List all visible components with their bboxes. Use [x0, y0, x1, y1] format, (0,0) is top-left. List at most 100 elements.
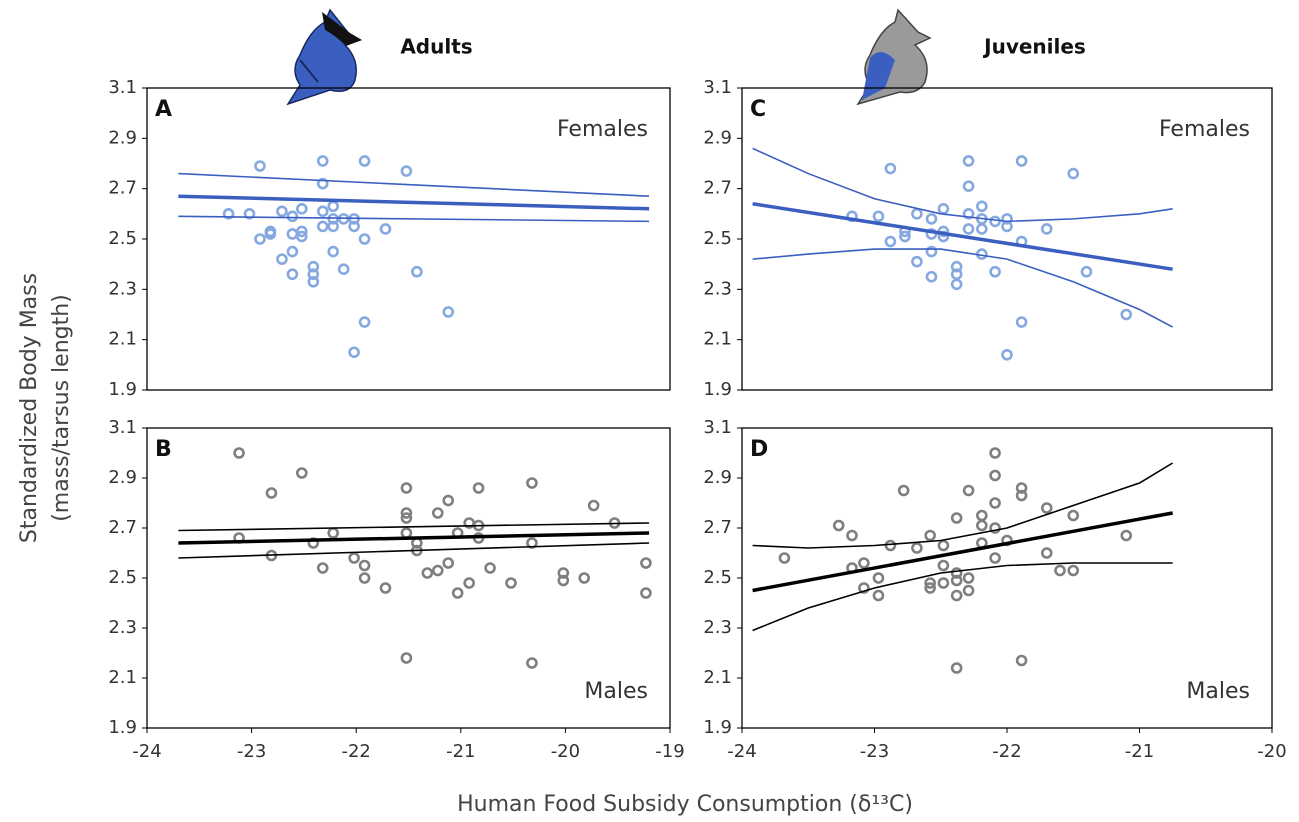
- data-point: [327, 220, 339, 233]
- y-tick-label: 2.5: [703, 228, 732, 249]
- y-tick-label: 2.9: [108, 467, 137, 488]
- data-point: [911, 542, 923, 554]
- data-point: [254, 160, 266, 172]
- data-point: [578, 572, 591, 584]
- panel-title: Juveniles: [982, 35, 1086, 59]
- data-point: [950, 567, 963, 579]
- adult-bird-icon: [286, 8, 362, 106]
- x-tick-label: -19: [655, 741, 684, 762]
- x-tick-label: -23: [860, 741, 889, 762]
- regression-line: [752, 562, 1173, 632]
- data-point: [243, 208, 256, 220]
- data-point: [265, 487, 278, 499]
- y-tick-label: 2.1: [108, 667, 137, 688]
- panel-label: B: [155, 437, 172, 462]
- panel-label: D: [750, 437, 768, 462]
- data-point: [463, 577, 475, 589]
- data-point: [937, 577, 950, 589]
- data-point: [327, 245, 339, 258]
- data-point: [264, 225, 277, 238]
- data-point: [937, 539, 950, 552]
- data-point: [348, 346, 360, 359]
- data-point: [526, 477, 538, 489]
- y-axis-label: (mass/tarsus length): [49, 294, 74, 522]
- y-tick-label: 3.1: [108, 417, 137, 438]
- data-point: [400, 482, 413, 494]
- data-point: [286, 245, 299, 258]
- y-tick-label: 2.1: [108, 329, 137, 350]
- data-point: [1001, 348, 1013, 361]
- data-point: [1120, 529, 1133, 542]
- data-point: [962, 180, 975, 192]
- data-point: [962, 484, 975, 497]
- data-point: [1067, 564, 1080, 577]
- data-point: [442, 306, 455, 318]
- data-point: [358, 155, 371, 167]
- data-point: [989, 497, 1001, 509]
- data-point: [911, 255, 923, 268]
- data-point: [411, 265, 423, 278]
- data-point: [1040, 547, 1053, 559]
- data-point: [925, 270, 938, 283]
- data-point: [884, 162, 897, 175]
- y-tick-label: 1.9: [703, 379, 732, 400]
- y-tick-label: 2.9: [703, 127, 732, 148]
- data-point: [950, 574, 963, 587]
- data-point: [858, 557, 870, 569]
- data-point: [442, 557, 455, 569]
- data-point: [286, 210, 299, 223]
- data-point: [778, 552, 791, 564]
- regression-line: [752, 202, 1173, 271]
- y-tick-label: 2.5: [108, 567, 137, 588]
- data-point: [316, 177, 329, 190]
- data-point: [976, 200, 988, 213]
- data-point: [358, 572, 371, 584]
- data-point: [976, 519, 988, 532]
- data-point: [505, 577, 517, 589]
- data-point: [358, 559, 371, 572]
- data-point: [222, 208, 235, 220]
- data-point: [924, 577, 936, 589]
- data-point: [400, 165, 413, 177]
- data-point: [640, 587, 652, 599]
- y-tick-label: 3.1: [108, 77, 137, 98]
- data-point: [400, 527, 413, 539]
- data-point: [989, 522, 1001, 534]
- data-point: [950, 589, 963, 602]
- data-point: [286, 268, 299, 281]
- y-tick-label: 3.1: [703, 417, 732, 438]
- data-point: [925, 245, 938, 258]
- regression-line: [752, 147, 1173, 223]
- y-tick-label: 2.3: [108, 617, 137, 638]
- data-point: [962, 572, 975, 584]
- data-point: [976, 509, 988, 522]
- regression-line: [178, 542, 650, 559]
- y-tick-label: 1.9: [108, 717, 137, 738]
- data-point: [233, 447, 245, 459]
- y-tick-label: 2.9: [108, 127, 137, 148]
- data-point: [296, 225, 308, 238]
- data-point: [327, 200, 339, 213]
- data-point: [899, 230, 911, 243]
- x-tick-label: -20: [1257, 741, 1286, 762]
- y-tick-label: 1.9: [108, 379, 137, 400]
- data-point: [337, 263, 350, 276]
- regression-line: [178, 531, 650, 545]
- data-point: [296, 467, 308, 479]
- data-point: [472, 482, 485, 494]
- data-point: [316, 205, 329, 218]
- data-point: [937, 559, 950, 572]
- data-point: [884, 235, 897, 248]
- group-label: Males: [584, 679, 648, 704]
- panel-label: A: [155, 97, 172, 122]
- data-point: [962, 155, 975, 167]
- group-label: Females: [1159, 117, 1250, 142]
- data-point: [1015, 316, 1028, 328]
- data-point: [976, 223, 988, 235]
- data-point: [962, 584, 975, 597]
- y-tick-label: 2.7: [108, 517, 137, 538]
- data-point: [557, 574, 570, 587]
- data-point: [1015, 482, 1028, 494]
- y-axis-label: Standardized Body Mass: [17, 273, 42, 543]
- x-tick-label: -24: [727, 741, 756, 762]
